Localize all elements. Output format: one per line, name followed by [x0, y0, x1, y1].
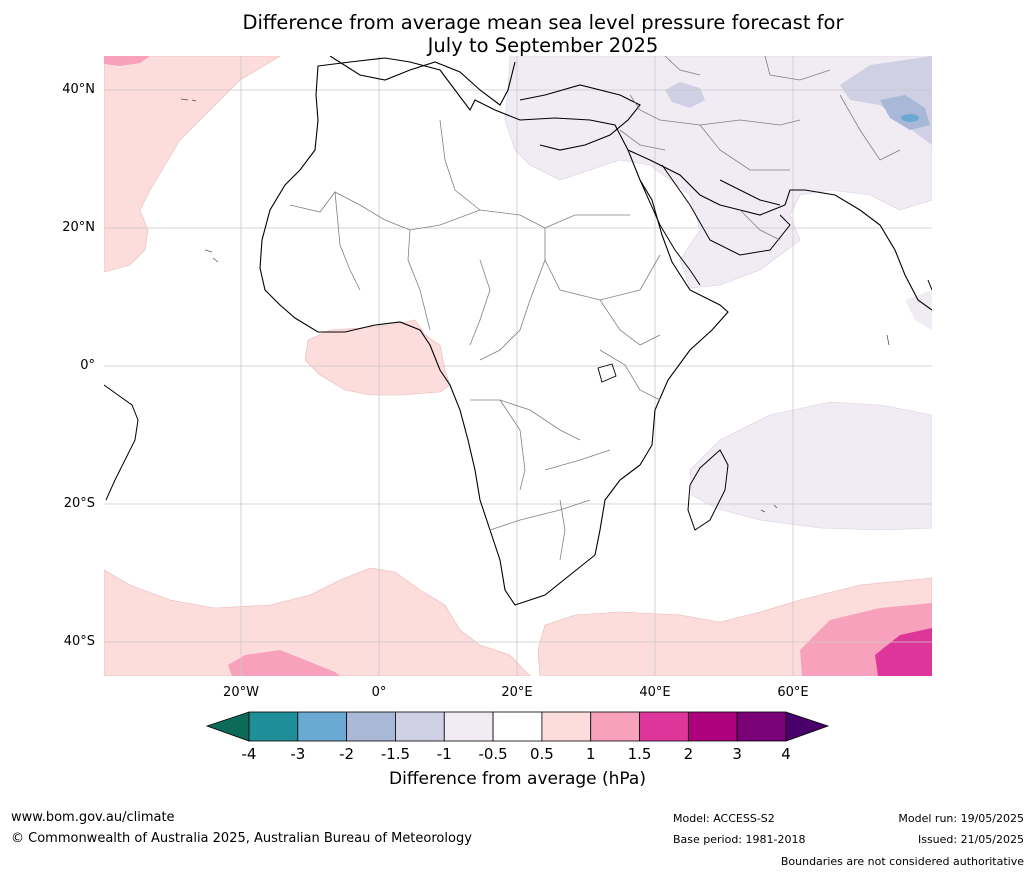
colorbar-label: Difference from average (hPa) [389, 769, 646, 789]
persian-gulf-coastline [719, 179, 781, 206]
footer-website[interactable]: www.bom.gov.au/climate [11, 810, 175, 825]
colorbar-swatch [443, 711, 494, 742]
anomaly-region-middle-east [504, 56, 932, 289]
colorbar-tick-label: -1.5 [380, 745, 411, 763]
anomaly-region-north-atlantic [104, 56, 281, 273]
colorbar-tick-label: 1.5 [627, 745, 652, 763]
colorbar-tick-label: 2 [683, 745, 694, 763]
footer-disclaimer: Boundaries are not considered authoritat… [780, 855, 1024, 868]
colorbar-tick-label: -2 [339, 745, 355, 763]
lon-label-0: 0° [371, 685, 387, 700]
footer-model-run: Model run: 19/05/2025 [898, 812, 1024, 825]
footer-base-period: Base period: 1981-2018 [673, 833, 806, 846]
colorbar-tick-label: -1 [436, 745, 452, 763]
colorbar-swatch [590, 711, 640, 742]
anomaly-region-arabian-sea [905, 290, 932, 330]
footer-model: Model: ACCESS-S2 [673, 812, 775, 825]
colorbar-tick-label: 4 [781, 745, 791, 763]
red-sea-coastline [639, 164, 791, 286]
lon-label-20w: 20°W [223, 685, 259, 700]
anomaly-region-caspian [665, 82, 705, 108]
colorbar-tick-label: -3 [290, 745, 306, 763]
anomaly-region-south-atlantic-strong [228, 650, 340, 676]
anomaly-region-nw-corner [104, 56, 150, 66]
madagascar-coastline [687, 449, 729, 531]
colorbar-swatch [736, 711, 787, 742]
lon-label-20e: 20°E [501, 685, 533, 700]
colorbar-tick-label: -0.5 [478, 745, 508, 763]
eurasia-coastline [329, 56, 932, 311]
footer-issued: Issued: 21/05/2025 [917, 833, 1024, 846]
lat-label-20n: 20°N [62, 220, 95, 235]
anomaly-region-himalaya [880, 95, 930, 130]
lat-label-20s: 20°S [63, 496, 95, 511]
colorbar-tick-label: 3 [732, 745, 742, 763]
colorbar-swatch [687, 711, 738, 742]
colorbar-swatch [248, 711, 299, 742]
colorbar-under-arrow [205, 711, 250, 742]
title-line-1: Difference from average mean sea level p… [242, 11, 844, 34]
anomaly-region-himalaya-peak [901, 114, 919, 122]
africa-coastline [259, 57, 729, 606]
footer-copyright: © Commonwealth of Australia 2025, Austra… [11, 831, 472, 846]
colorbar-tick-label: -4 [241, 745, 257, 763]
colorbar [205, 711, 830, 742]
colorbar-swatch [395, 711, 445, 742]
lat-label-40n: 40°N [62, 82, 95, 97]
south-america-coastline [104, 384, 139, 501]
lon-label-40e: 40°E [639, 685, 671, 700]
anomaly-region-indian-ocean [689, 401, 932, 531]
sri-lanka-coastline [927, 279, 932, 291]
lat-label-equator: 0° [80, 358, 95, 373]
country-borders [289, 56, 901, 561]
colorbar-swatch [492, 711, 543, 742]
lake-victoria [597, 363, 617, 383]
anomaly-region-gulf-of-guinea [304, 319, 451, 396]
anomaly-region-south-indian-peak [875, 628, 932, 676]
colorbar-tick-label: 0.5 [529, 745, 554, 763]
title-line-2: July to September 2025 [427, 34, 659, 57]
colorbar-tick-label: 1 [585, 745, 596, 763]
colorbar-swatch [346, 711, 396, 742]
colorbar-swatch [639, 711, 689, 742]
colorbar-over-arrow [785, 711, 830, 742]
lat-label-40s: 40°S [63, 634, 95, 649]
colorbar-swatch [541, 711, 592, 742]
lon-label-60e: 60°E [777, 685, 809, 700]
colorbar-swatch [297, 711, 348, 742]
islands [180, 98, 890, 513]
